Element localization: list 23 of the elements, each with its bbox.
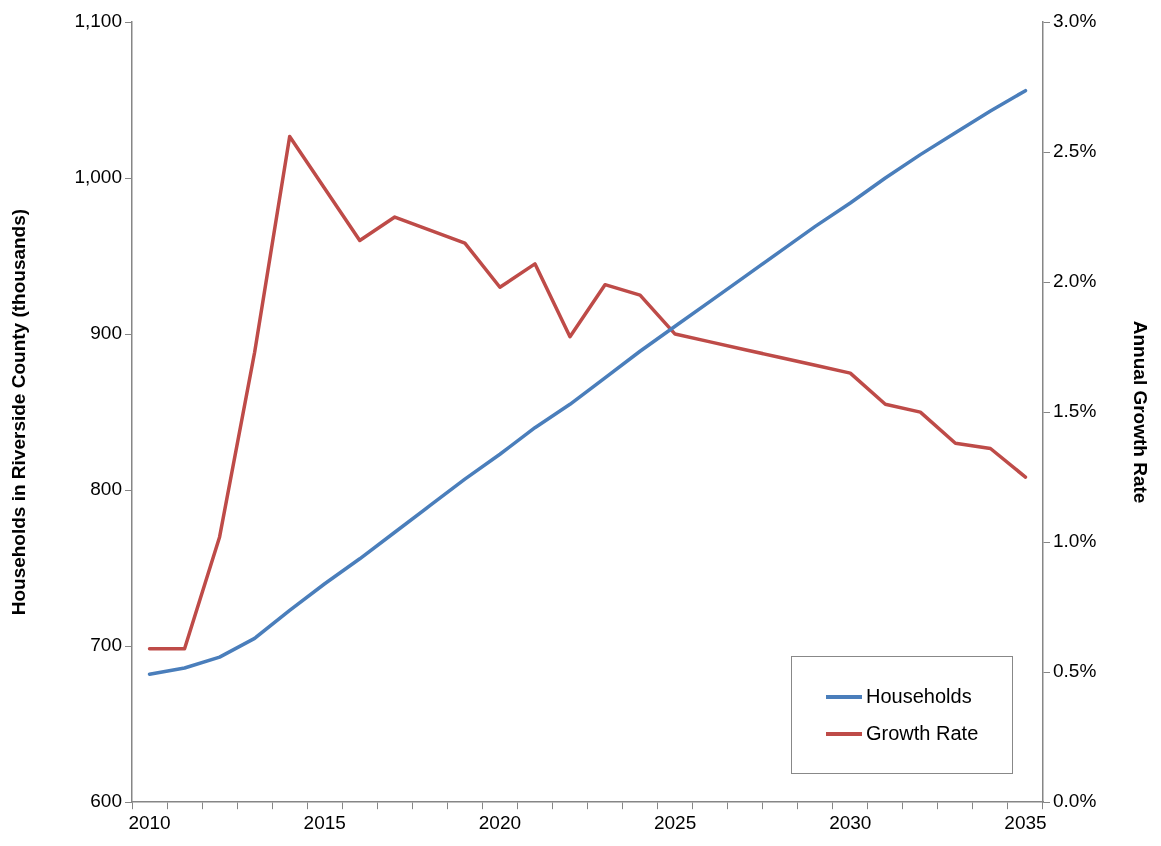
- x-tick-label: 2030: [829, 811, 872, 833]
- y2-tick-label: 0.5%: [1053, 660, 1097, 682]
- y2-tick-label: 1.5%: [1053, 400, 1097, 422]
- x-tick-label: 2010: [128, 811, 171, 833]
- y2-tick-label: 0.0%: [1053, 790, 1097, 812]
- y-tick-label: 900: [90, 322, 122, 344]
- y-tick-label: 1,100: [74, 10, 122, 32]
- legend-label: Growth Rate: [866, 722, 979, 746]
- y-tick-label: 1,000: [74, 166, 122, 188]
- y2-tick-label: 2.0%: [1053, 270, 1097, 292]
- y-tick-label: 700: [90, 634, 122, 656]
- y2-tick-label: 2.5%: [1053, 140, 1097, 162]
- y-tick-label: 800: [90, 478, 122, 500]
- x-tick-label: 2020: [478, 811, 522, 833]
- x-tick-label: 2015: [303, 811, 346, 833]
- y2-axis-title: Annual Growth Rate: [1130, 320, 1152, 504]
- y-tick-label: 600: [90, 790, 122, 812]
- legend-label: Households: [866, 685, 972, 709]
- x-tick-label: 2035: [1004, 811, 1047, 833]
- x-tick-label: 2025: [653, 811, 697, 833]
- y2-tick-label: 3.0%: [1053, 10, 1097, 32]
- y-axis-title: Households in Riverside County (thousands): [7, 208, 29, 616]
- y2-tick-label: 1.0%: [1053, 530, 1097, 552]
